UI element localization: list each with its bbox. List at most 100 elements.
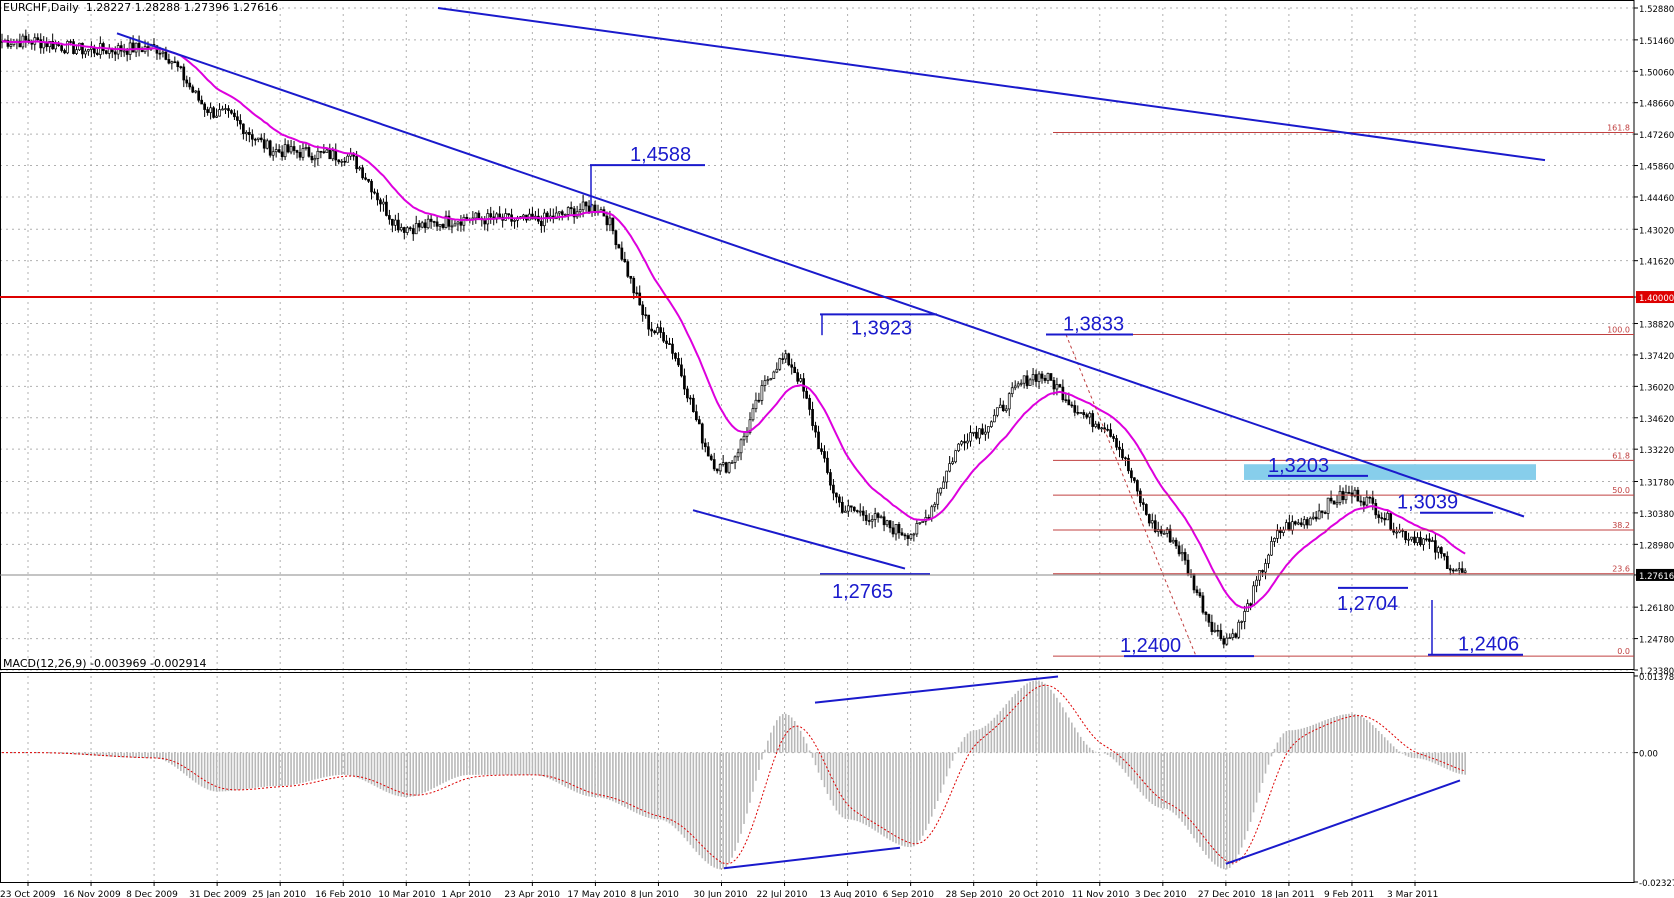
candle-body	[358, 167, 361, 170]
candle-body	[1285, 522, 1288, 531]
candle-body	[638, 292, 642, 306]
annotation-label: 1,2704	[1337, 593, 1398, 615]
candle-body	[277, 149, 281, 153]
candle-body	[942, 481, 946, 489]
candle-body	[1156, 529, 1160, 532]
candle-body	[1344, 491, 1348, 501]
candle-body	[1016, 383, 1020, 387]
candle-body	[1201, 595, 1205, 613]
candle-body	[1034, 374, 1038, 382]
candle-body	[557, 211, 561, 214]
candle-body	[531, 213, 534, 220]
candle-body	[1058, 384, 1062, 388]
candle-body	[727, 462, 731, 473]
candle-body	[671, 343, 674, 354]
candle-body	[957, 443, 960, 452]
candle-body	[370, 180, 373, 193]
candle-body	[1153, 520, 1157, 532]
candle-body	[1106, 428, 1109, 431]
candle-body	[1320, 510, 1324, 513]
candle-body	[563, 213, 567, 216]
candle-body	[286, 144, 290, 153]
candle-body	[295, 150, 299, 153]
candle-body	[1460, 568, 1464, 573]
candle-body	[817, 431, 820, 450]
candle-body	[1043, 377, 1047, 381]
candle-body	[933, 503, 937, 508]
candle-body	[1013, 385, 1017, 389]
macd-tick-label: 0.00	[1639, 750, 1658, 760]
candle-body	[811, 409, 814, 426]
candle-body	[42, 42, 46, 49]
candle-body	[382, 201, 385, 205]
candle-body	[444, 215, 448, 228]
candle-body	[945, 470, 949, 483]
candle-body	[462, 216, 466, 226]
candle-body	[239, 120, 242, 125]
candle-body	[1264, 563, 1267, 573]
candle-body	[1437, 547, 1440, 553]
candle-body	[420, 222, 424, 228]
candle-body	[411, 228, 415, 235]
candle-body	[906, 535, 910, 539]
candle-body	[355, 155, 358, 170]
candle-body	[367, 178, 370, 182]
candle-body	[274, 149, 278, 153]
candle-body	[823, 451, 826, 459]
candle-body	[832, 484, 835, 494]
candle-body	[1225, 637, 1229, 645]
date-label: 10 Mar 2010	[378, 890, 435, 898]
candle-body	[1139, 490, 1142, 504]
candle-body	[861, 510, 865, 516]
candle-body	[769, 378, 773, 381]
candle-body	[954, 450, 957, 463]
candle-body	[107, 48, 111, 54]
candle-body	[1371, 497, 1375, 504]
macd-histogram	[28, 680, 1466, 870]
candle-body	[1007, 393, 1011, 410]
candle-body	[96, 52, 99, 55]
price-tick-label: 1.33220	[1639, 446, 1674, 456]
candle-body	[1288, 522, 1291, 531]
candle-body	[1308, 517, 1312, 526]
candle-body	[1028, 379, 1032, 386]
price-tick-label: 1.34620	[1639, 415, 1674, 425]
candle-body	[1204, 611, 1208, 615]
candle-body	[1228, 637, 1232, 640]
macd-divergence-recent	[1225, 779, 1461, 865]
candle-body	[188, 82, 192, 88]
candle-body	[283, 144, 287, 158]
candle-body	[1329, 497, 1333, 502]
date-label: 30 Jun 2010	[694, 890, 748, 898]
candle-body	[1395, 531, 1398, 534]
candle-body	[1422, 538, 1425, 545]
candle-body	[718, 463, 722, 472]
candle-body	[1389, 513, 1393, 530]
candle-body	[715, 468, 719, 472]
candle-body	[176, 61, 180, 68]
candle-body	[998, 404, 1002, 409]
candle-body	[218, 109, 221, 117]
candle-body	[984, 431, 987, 435]
candle-body	[1177, 545, 1181, 555]
candle-body	[903, 534, 907, 537]
macd-panel-frame	[0, 672, 1635, 883]
candle-body	[1237, 621, 1241, 638]
candle-body	[662, 332, 665, 342]
candle-body	[322, 151, 326, 154]
candle-body	[167, 59, 171, 64]
candle-body	[1100, 427, 1103, 430]
date-label: 18 Jan 2011	[1261, 890, 1315, 898]
candle-body	[1416, 537, 1419, 543]
candle-body	[623, 258, 627, 263]
candle-body	[66, 41, 69, 54]
candle-body	[227, 108, 230, 111]
candle-body	[104, 50, 108, 54]
date-label: 16 Nov 2009	[63, 890, 121, 898]
candle-body	[1383, 517, 1387, 521]
candle-body	[1115, 438, 1118, 448]
candle-body	[885, 520, 889, 526]
candle-body	[63, 50, 66, 54]
candle-body	[93, 47, 96, 54]
